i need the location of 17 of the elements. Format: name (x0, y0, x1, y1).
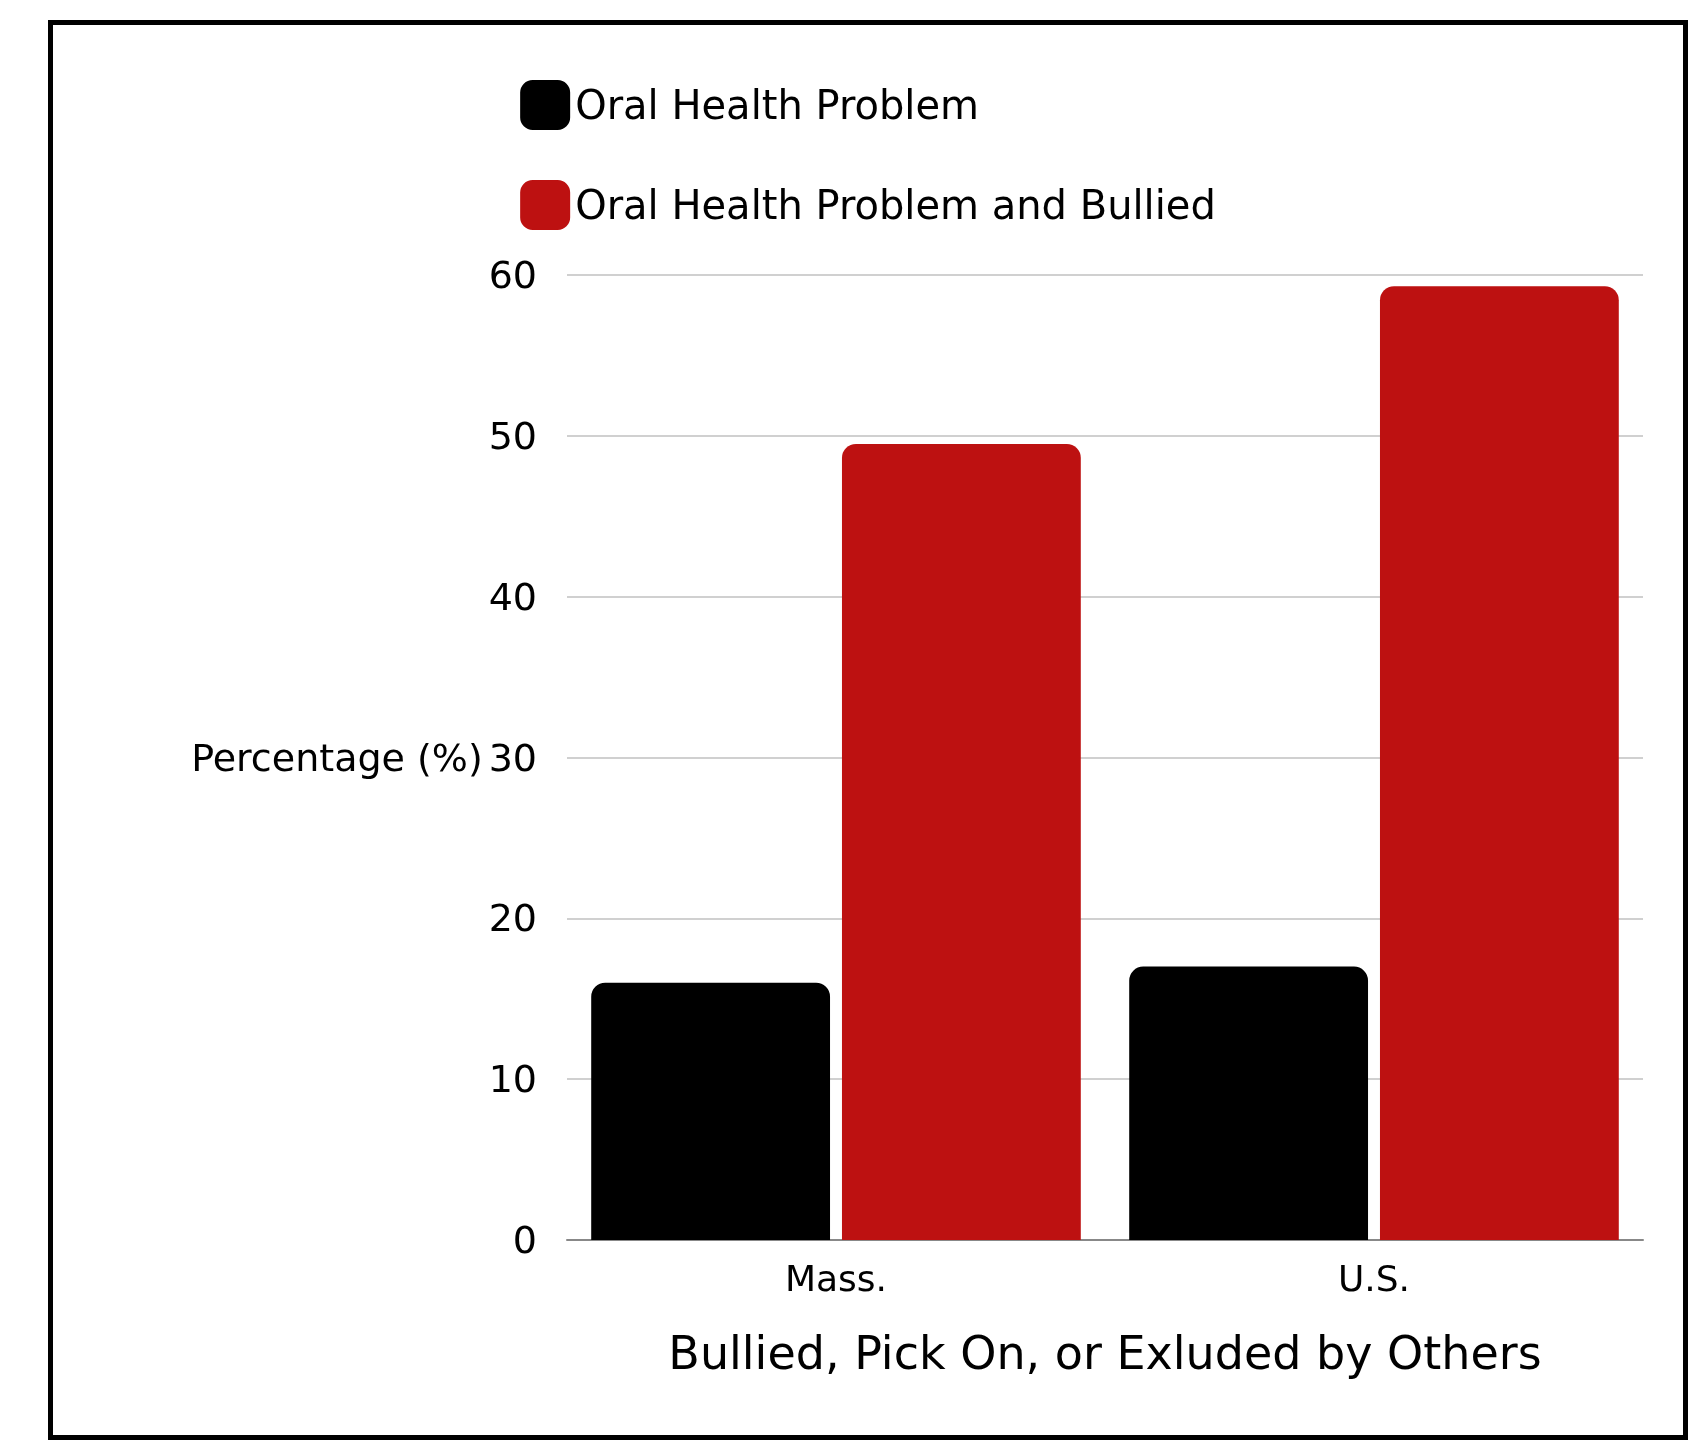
y-tick-label: 50 (488, 413, 537, 458)
y-axis-title: Percentage (%) (191, 735, 483, 780)
y-tick-label: 40 (488, 574, 537, 619)
bar (1379, 286, 1619, 1240)
bar (841, 443, 1081, 1240)
x-axis-title: Bullied, Pick On, or Exluded by Others (668, 1326, 1542, 1380)
y-tick-label: 30 (488, 735, 537, 780)
x-tick-label: Mass. (784, 1257, 888, 1299)
y-tick-label: 20 (488, 896, 537, 941)
legend-label: Oral Health Problem and Bullied (575, 182, 1216, 228)
bar (1129, 966, 1369, 1240)
y-tick-label: 0 (512, 1218, 537, 1262)
y-tick-label: 60 (488, 253, 537, 297)
y-tick-label: 10 (488, 1057, 537, 1102)
x-tick-label: U.S. (1337, 1257, 1411, 1299)
bar (591, 982, 831, 1240)
legend-label: Oral Health Problem (575, 82, 980, 128)
